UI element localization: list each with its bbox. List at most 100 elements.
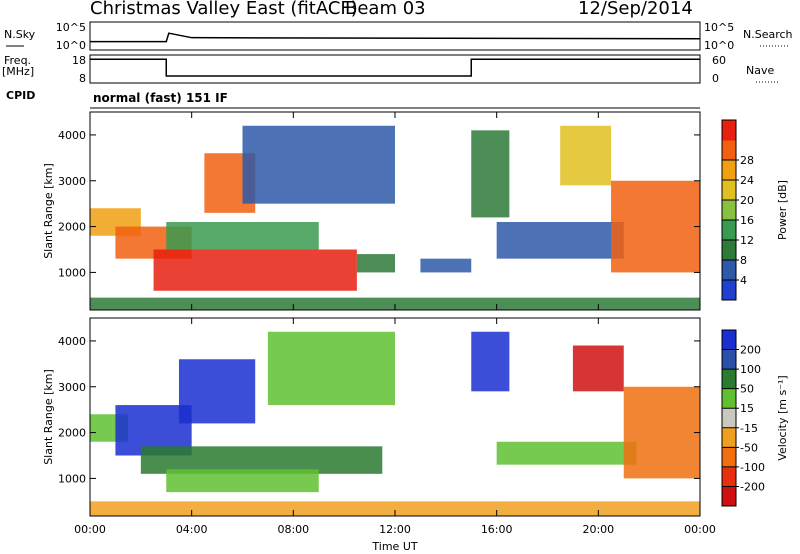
- velocity-axes: 1000 2000 3000 4000 Slant Range [km]: [42, 318, 701, 516]
- power-colorbar-tick-label-6: 28: [740, 154, 754, 167]
- x-tick-label-1: 04:00: [176, 523, 208, 536]
- velocity-y-tick-label-1: 2000: [58, 427, 86, 440]
- power-region-9: [496, 222, 624, 259]
- velocity-y-axis-title: Slant Range [km]: [42, 369, 55, 465]
- velocity-colorbar-title: Velocity [m s⁻¹]: [776, 375, 789, 460]
- power-colorbar-swatch-6: [722, 160, 736, 181]
- velocity-region-5: [267, 331, 395, 406]
- noise-strip-frame: [89, 21, 701, 51]
- nave-tick-bottom: 0: [712, 72, 719, 85]
- velocity-colorbar-tick-label-0: 200: [740, 344, 761, 357]
- nsky-tick-bottom: 10^0: [56, 39, 86, 52]
- x-tick-label-6: 00:00: [684, 523, 716, 536]
- nave-label: Nave: [746, 64, 775, 77]
- velocity-colorbar-swatch-8: [722, 486, 736, 507]
- power-colorbar-swatch-3: [722, 220, 736, 241]
- power-colorbar-swatch-2: [722, 240, 736, 261]
- beam-label: Beam 03: [345, 0, 426, 19]
- velocity-colorbar-tick-label-3: 15: [740, 402, 754, 415]
- strip-tick-labels: 10^5 10^0 10^5 10^0 18 8 60 0: [56, 21, 734, 85]
- power-region-12: [90, 297, 700, 310]
- velocity-colorbar-frame: [721, 329, 737, 507]
- power-colorbar-swatch-0: [722, 280, 736, 301]
- x-tick-label-3: 12:00: [379, 523, 411, 536]
- power-colorbar-tick-label-1: 8: [740, 254, 747, 267]
- power-region-10: [560, 125, 612, 186]
- power-y-tick-label-1: 2000: [58, 221, 86, 234]
- velocity-colorbar-swatch-4: [722, 408, 736, 429]
- date-label: 12/Sep/2014: [578, 0, 693, 19]
- velocity-colorbar-swatch-0: [722, 330, 736, 351]
- power-colorbar-tick-label-0: 4: [740, 274, 747, 287]
- freq-unit-label: [MHz]: [2, 65, 35, 78]
- nsearch-tick-top: 10^5: [704, 21, 734, 34]
- power-colorbar-swatch-1: [722, 260, 736, 281]
- velocity-region-8: [572, 345, 624, 392]
- velocity-colorbar-tick-label-6: -100: [740, 461, 765, 474]
- velocity-colorbar-tick-label-7: -200: [740, 480, 765, 493]
- velocity-colorbar-swatch-7: [722, 466, 736, 487]
- velocity-colorbar-swatch-6: [722, 447, 736, 468]
- velocity-region-3: [166, 469, 319, 493]
- power-colorbar: 4 8 12 16 20 24 28 Power [dB]: [721, 119, 789, 301]
- power-region-5: [242, 125, 395, 204]
- power-region-3: [166, 222, 319, 250]
- freq-nave-line-0: [90, 58, 700, 77]
- power-colorbar-tick-label-2: 12: [740, 234, 754, 247]
- time-axis: 00:00 04:00 08:00 12:00 16:00 20:00 00:00 Time …: [74, 523, 716, 553]
- velocity-region-10: [90, 501, 700, 516]
- power-region-8: [471, 130, 510, 218]
- velocity-region-4: [178, 359, 256, 424]
- power-colorbar-swatch-8: [722, 120, 736, 141]
- velocity-region-9: [623, 386, 700, 479]
- power-colorbar-swatch-4: [722, 200, 736, 221]
- power-region-2: [153, 249, 357, 291]
- title: Christmas Valley East (fitACF): [90, 0, 358, 19]
- power-colorbar-frame: [721, 119, 737, 301]
- velocity-colorbar-swatch-1: [722, 349, 736, 370]
- power-colorbar-title: Power [dB]: [776, 180, 789, 240]
- x-tick-label-5: 20:00: [582, 523, 614, 536]
- freq-tick-top: 18: [72, 54, 86, 67]
- x-tick-label-4: 16:00: [481, 523, 513, 536]
- velocity-colorbar-tick-label-1: 100: [740, 363, 761, 376]
- power-region-7: [420, 258, 472, 273]
- power-region-6: [356, 254, 395, 273]
- power-y-axis-title: Slant Range [km]: [42, 163, 55, 259]
- power-colorbar-swatch-7: [722, 140, 736, 161]
- power-colorbar-tick-label-4: 20: [740, 194, 754, 207]
- x-tick-label-2: 08:00: [277, 523, 309, 536]
- nsky-tick-top: 10^5: [56, 21, 86, 34]
- nsky-nsearch-line-0: [90, 32, 701, 43]
- power-axes: 1000 2000 3000 4000 Slant Range [km]: [42, 112, 701, 310]
- nave-tick-top: 60: [712, 54, 726, 67]
- velocity-region-6: [471, 331, 510, 392]
- velocity-y-tick-label-0: 1000: [58, 472, 86, 485]
- cpid-value: normal (fast) 151 IF: [93, 91, 228, 105]
- freq-label: Freq.: [4, 54, 32, 67]
- velocity-colorbar-tick-label-5: -50: [740, 441, 758, 454]
- power-y-tick-label-0: 1000: [58, 266, 86, 279]
- velocity-y-tick-label-3: 4000: [58, 335, 86, 348]
- power-y-tick-label-2: 3000: [58, 175, 86, 188]
- velocity-colorbar-swatch-2: [722, 369, 736, 390]
- freq-tick-bottom: 8: [79, 72, 86, 85]
- freq-strip-frame: [89, 54, 701, 84]
- freq-series: [90, 58, 700, 77]
- power-region-11: [611, 180, 700, 273]
- x-tick-label-0: 00:00: [74, 523, 106, 536]
- power-colorbar-swatch-5: [722, 180, 736, 201]
- noise-series: [90, 32, 701, 43]
- nsky-label: N.Sky: [4, 28, 36, 41]
- velocity-colorbar-tick-label-2: 50: [740, 383, 754, 396]
- velocity-colorbar-tick-label-4: -15: [740, 422, 758, 435]
- velocity-heatmap: [90, 331, 700, 516]
- velocity-colorbar-swatch-5: [722, 427, 736, 448]
- nsearch-label: N.Search: [743, 28, 793, 41]
- velocity-colorbar-swatch-3: [722, 388, 736, 409]
- cpid-label: CPID: [6, 89, 36, 102]
- velocity-y-tick-label-2: 3000: [58, 381, 86, 394]
- x-axis-title: Time UT: [371, 540, 417, 553]
- velocity-colorbar: 200 100 50 15 -15 -50 -100 -200 Velocity [m s⁻¹]: [721, 329, 789, 507]
